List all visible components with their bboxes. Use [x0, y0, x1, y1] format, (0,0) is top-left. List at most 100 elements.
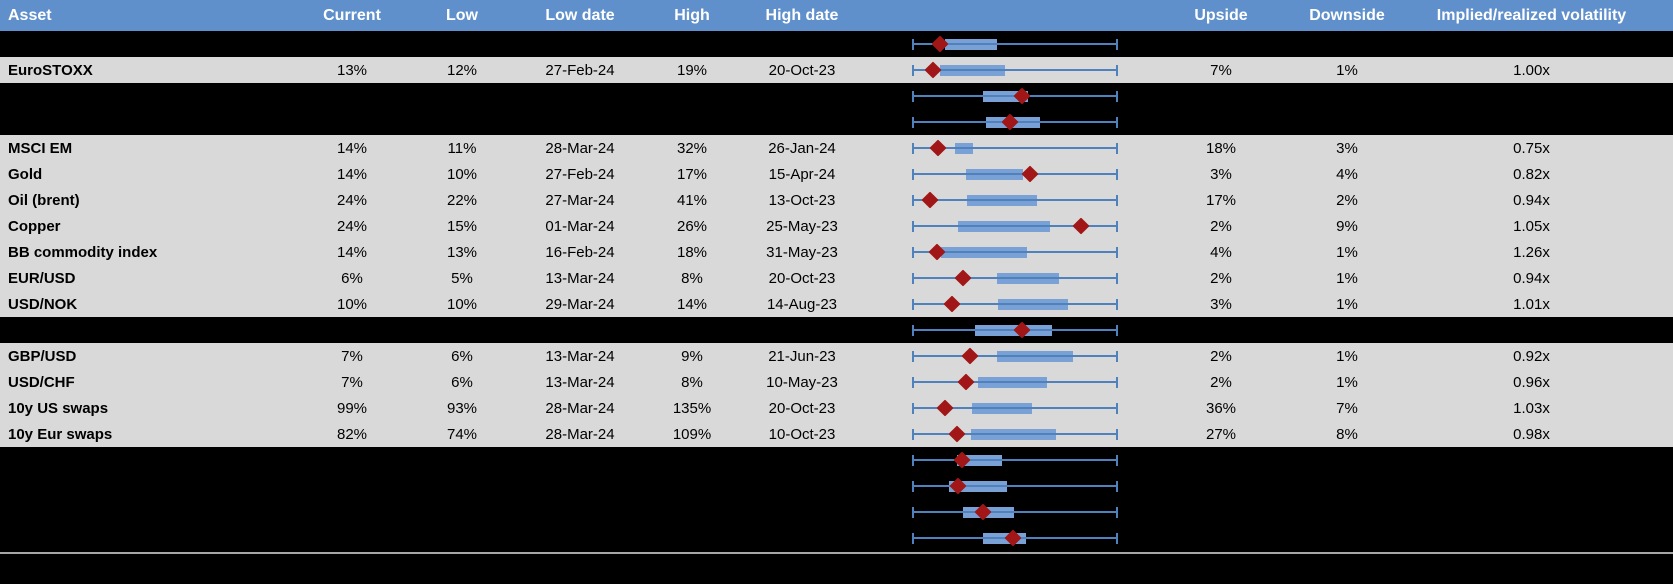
- asset-name-cell: USD/CHF: [8, 373, 75, 391]
- table-body: EuroSTOXX 13% 12% 27-Feb-24 19% 20-Oct-2…: [0, 31, 1673, 551]
- upside-cell: 7%: [1210, 61, 1232, 79]
- low-cell: 12%: [446, 61, 478, 79]
- boxplot-cell: [870, 109, 1138, 135]
- boxplot-track: [912, 31, 1118, 57]
- boxplot-cell: [870, 525, 1138, 551]
- boxplot-cell: [870, 447, 1138, 473]
- downside-cell: 1%: [1336, 347, 1358, 365]
- boxplot-track: [912, 57, 1118, 83]
- high-cell: 14%: [676, 295, 708, 313]
- high-date-cell: 15-Apr-24: [768, 165, 836, 183]
- current-cell: 24%: [336, 191, 368, 209]
- low-date-cell: 13-Mar-24: [545, 373, 615, 391]
- footer-band: [0, 554, 1673, 584]
- high-cell: 41%: [676, 191, 708, 209]
- boxplot-track: [912, 343, 1118, 369]
- whisker-cap-right: [1116, 64, 1118, 76]
- high-cell: 8%: [681, 269, 703, 287]
- whisker-cap-left: [912, 350, 914, 362]
- whisker-cap-left: [912, 480, 914, 492]
- header-high: High: [674, 6, 710, 24]
- downside-cell: 4%: [1336, 165, 1358, 183]
- downside-cell: 9%: [1336, 217, 1358, 235]
- table-row: [0, 499, 1673, 525]
- high-date-cell: 25-May-23: [766, 217, 838, 235]
- high-date-cell: 13-Oct-23: [768, 191, 836, 209]
- asset-name-cell: Oil (brent): [8, 191, 80, 209]
- low-date-cell: 27-Feb-24: [545, 165, 615, 183]
- low-cell: 13%: [446, 243, 478, 261]
- high-cell: 32%: [676, 139, 708, 157]
- whisker-cap-left: [912, 298, 914, 310]
- boxplot-cell: [870, 369, 1138, 395]
- high-cell: 109%: [672, 425, 712, 443]
- upside-cell: 36%: [1205, 399, 1237, 417]
- header-high-date: High date: [765, 6, 839, 24]
- boxplot-cell: [870, 499, 1138, 525]
- whisker-cap-left: [912, 532, 914, 544]
- upside-cell: 2%: [1210, 373, 1232, 391]
- boxplot-cell: [870, 213, 1138, 239]
- header-impl-real-vol: Implied/realized volatility: [1436, 6, 1627, 24]
- asset-name-cell: GBP/USD: [8, 347, 77, 365]
- asset-name-cell: USD/NOK: [8, 295, 78, 313]
- boxplot-track: [912, 135, 1118, 161]
- table-row: USD/CHF 7% 6% 13-Mar-24 8% 10-May-23 2% …: [0, 369, 1673, 395]
- boxplot-track: [912, 369, 1118, 395]
- current-cell: 7%: [341, 373, 363, 391]
- whisker-line: [913, 459, 1117, 461]
- low-cell: 5%: [451, 269, 473, 287]
- downside-cell: 1%: [1336, 269, 1358, 287]
- high-date-cell: 14-Aug-23: [766, 295, 838, 313]
- current-marker-diamond: [929, 139, 947, 157]
- current-marker-diamond: [1072, 217, 1090, 235]
- implied-realized-cell: 1.00x: [1513, 61, 1550, 79]
- low-date-cell: 28-Mar-24: [545, 139, 615, 157]
- current-cell: 14%: [336, 243, 368, 261]
- high-cell: 17%: [676, 165, 708, 183]
- whisker-cap-right: [1116, 116, 1118, 128]
- downside-cell: 1%: [1336, 61, 1358, 79]
- whisker-cap-right: [1116, 402, 1118, 414]
- table-row: [0, 525, 1673, 551]
- implied-realized-cell: 0.94x: [1513, 191, 1550, 209]
- asset-name-cell: 10y US swaps: [8, 399, 109, 417]
- whisker-cap-left: [912, 376, 914, 388]
- whisker-line: [913, 511, 1117, 513]
- boxplot-cell: [870, 57, 1138, 83]
- downside-cell: 2%: [1336, 191, 1358, 209]
- boxplot-cell: [870, 421, 1138, 447]
- downside-cell: 1%: [1336, 373, 1358, 391]
- boxplot-cell: [870, 83, 1138, 109]
- whisker-line: [913, 43, 1117, 45]
- table-row: BB commodity index 14% 13% 16-Feb-24 18%…: [0, 239, 1673, 265]
- whisker-cap-left: [912, 64, 914, 76]
- boxplot-track: [912, 213, 1118, 239]
- boxplot-track: [912, 473, 1118, 499]
- boxplot-cell: [870, 239, 1138, 265]
- upside-cell: 2%: [1210, 217, 1232, 235]
- table-row: USD/NOK 10% 10% 29-Mar-24 14% 14-Aug-23 …: [0, 291, 1673, 317]
- upside-cell: 18%: [1205, 139, 1237, 157]
- table-row: [0, 317, 1673, 343]
- boxplot-cell: [870, 395, 1138, 421]
- table-row: Copper 24% 15% 01-Mar-24 26% 25-May-23 2…: [0, 213, 1673, 239]
- current-marker-diamond: [936, 399, 954, 417]
- header-low: Low: [446, 6, 478, 24]
- downside-cell: 3%: [1336, 139, 1358, 157]
- boxplot-cell: [870, 187, 1138, 213]
- whisker-cap-right: [1116, 246, 1118, 258]
- header-row: Asset Current Low Low date High High dat…: [0, 0, 1673, 31]
- whisker-cap-right: [1116, 272, 1118, 284]
- whisker-line: [913, 69, 1117, 71]
- whisker-cap-left: [912, 142, 914, 154]
- whisker-line: [913, 199, 1117, 201]
- whisker-cap-left: [912, 168, 914, 180]
- low-date-cell: 28-Mar-24: [545, 425, 615, 443]
- table-row: 10y US swaps 99% 93% 28-Mar-24 135% 20-O…: [0, 395, 1673, 421]
- table-row: [0, 83, 1673, 109]
- current-cell: 24%: [336, 217, 368, 235]
- low-cell: 22%: [446, 191, 478, 209]
- whisker-cap-right: [1116, 324, 1118, 336]
- whisker-cap-right: [1116, 532, 1118, 544]
